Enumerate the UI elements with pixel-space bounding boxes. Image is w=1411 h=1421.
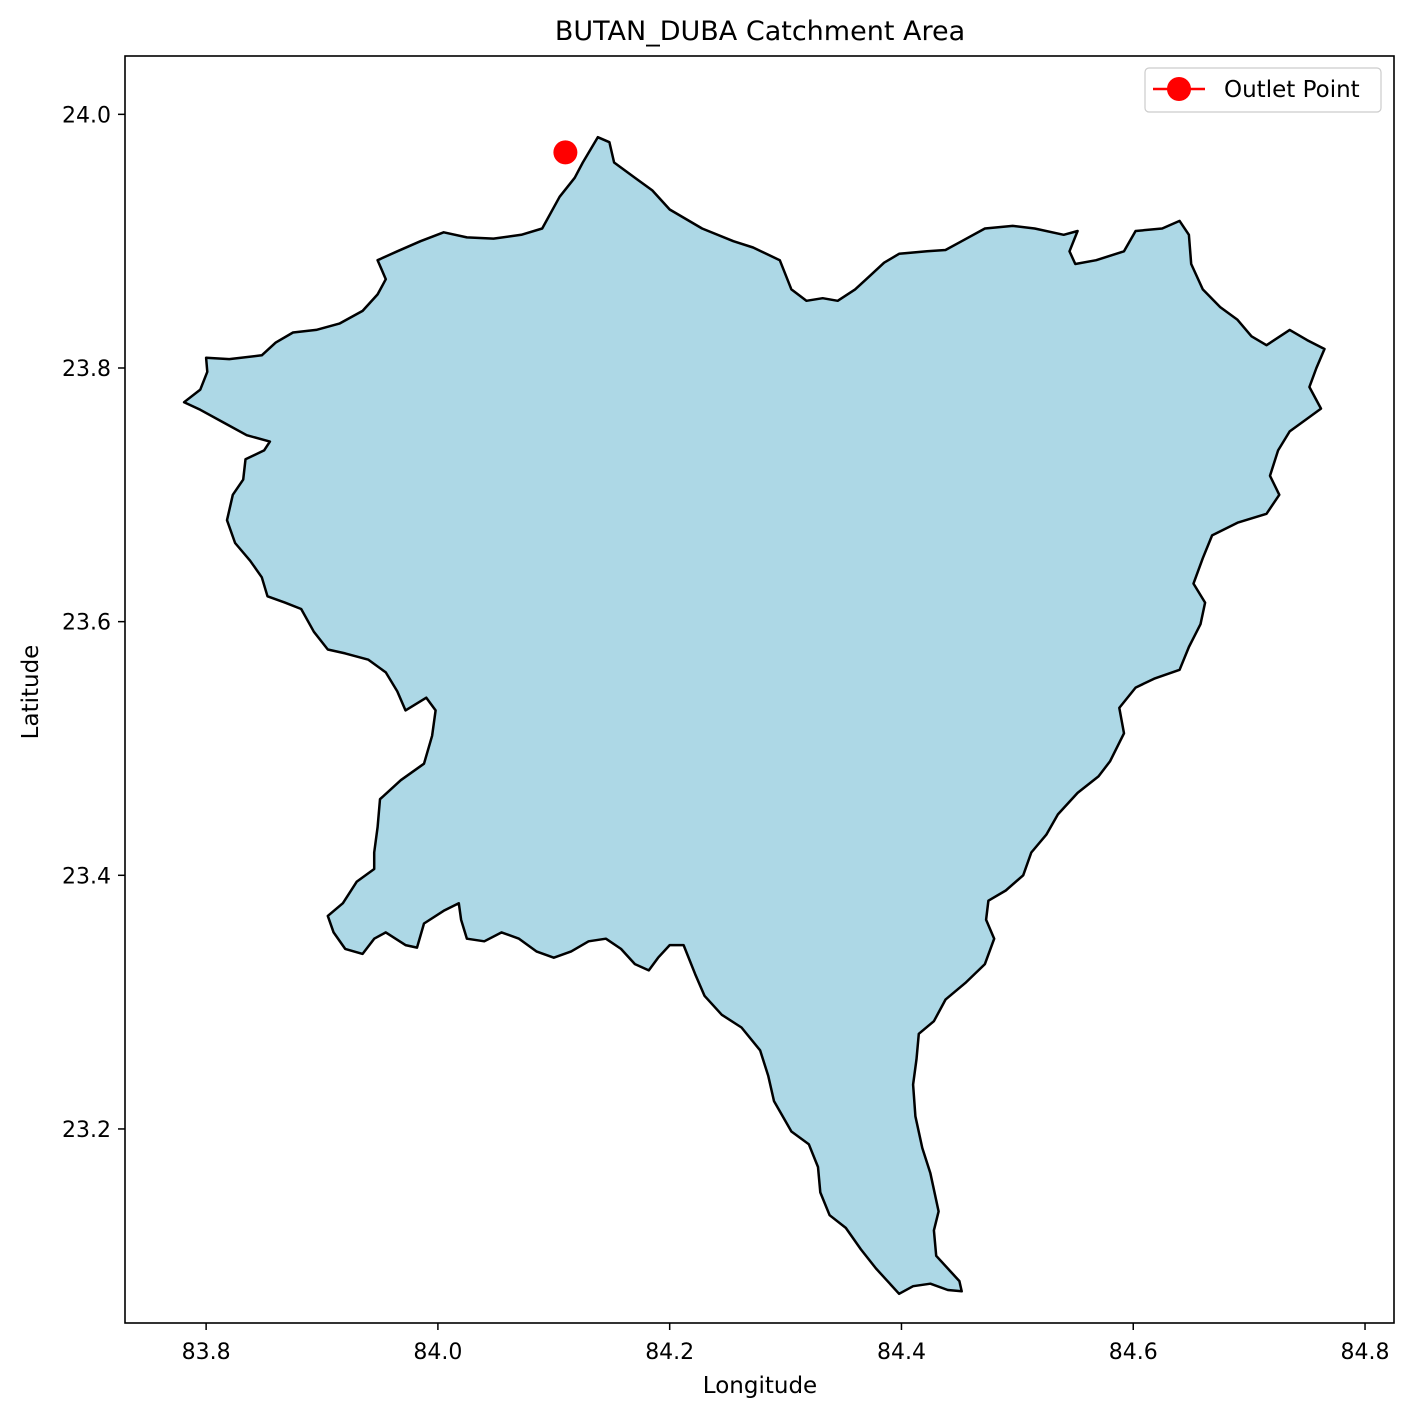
x-tick-label: 84.4 (877, 1340, 926, 1365)
legend-box (1144, 67, 1382, 113)
map-layer (182, 135, 1326, 1296)
x-tick-label: 84.8 (1341, 1340, 1390, 1365)
x-tick-label: 84.2 (645, 1340, 694, 1365)
y-tick-label: 23.6 (62, 611, 111, 636)
y-axis-ticks: 23.2 23.4 23.6 23.8 24.0 (62, 103, 125, 1143)
x-tick-label: 84.6 (1109, 1340, 1158, 1365)
y-axis-label: Latitude (18, 645, 44, 740)
axes-frame (124, 55, 1395, 1324)
y-tick-label: 23.2 (62, 1118, 111, 1143)
x-tick-label: 83.8 (182, 1340, 231, 1365)
catchment-area-polygon (182, 135, 1326, 1296)
outlet-point-marker (553, 140, 578, 165)
legend-marker-swatch (1167, 77, 1191, 101)
y-tick-label: 24.0 (62, 103, 111, 128)
chart-title: BUTAN_DUBA Catchment Area (555, 16, 965, 47)
legend-entry-outlet-point: Outlet Point (1224, 77, 1360, 103)
x-axis-ticks: 83.8 84.0 84.2 84.4 84.6 84.8 (182, 1323, 1390, 1365)
x-axis-label: Longitude (703, 1373, 817, 1399)
legend: Outlet Point (1144, 67, 1382, 113)
y-tick-label: 23.8 (62, 357, 111, 382)
y-tick-label: 23.4 (62, 864, 111, 889)
x-tick-label: 84.0 (413, 1340, 462, 1365)
